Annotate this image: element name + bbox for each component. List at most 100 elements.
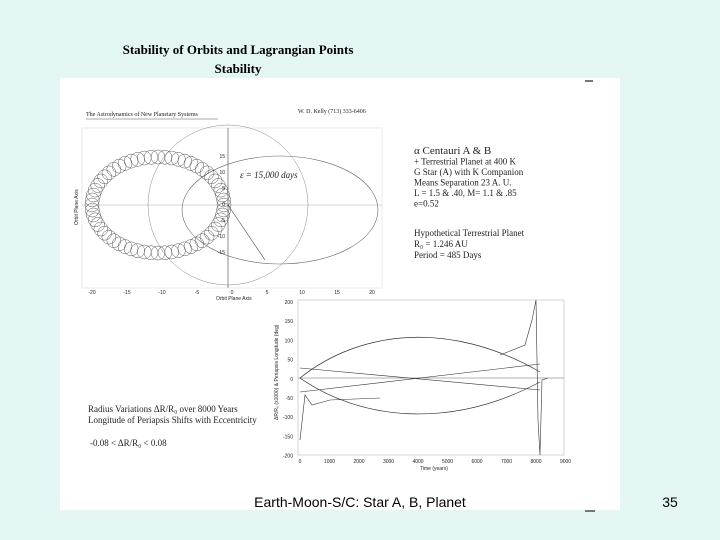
plot-frame [297,299,565,456]
scan-edge [585,80,593,82]
ring [199,229,215,245]
x-tick-label: 7000 [501,459,512,465]
ring [97,225,112,241]
scanned-figure: The Astrodynamics of New Planetary Syste… [60,78,620,510]
y-label: Orbit Plane Axis [74,189,80,225]
x-tick-label: 2000 [353,459,364,465]
planet-text: R₀ = 1.246 AU [414,239,468,249]
ring [211,178,226,193]
x-label: Time (years) [420,466,448,472]
y-tick-label: -10 [218,234,225,240]
ring [183,156,199,171]
ring [93,221,109,237]
ring [106,162,122,177]
curve [299,336,541,379]
orbit-rings [84,149,232,261]
system-text: α Centauri A & B [414,145,491,157]
ring [84,197,100,213]
system-text: G Star (A) with K Companion [414,167,524,177]
ring [117,156,133,171]
system-text: Means Separation 23 A. U. [414,178,511,188]
x-tick-label: 1000 [324,459,335,465]
circle [147,124,309,286]
ring [86,207,101,223]
x-tick-label: -5 [195,290,200,296]
x-tick-label: -10 [158,290,165,296]
ring [93,173,109,189]
ring [216,192,231,208]
figure: The Astrodynamics of New Planetary Syste… [74,108,571,472]
x-tick-label: -15 [123,290,130,296]
ring [85,192,100,208]
x-tick-label: 20 [369,290,375,296]
scan-edge [585,510,595,512]
y-tick-label: -15 [218,250,225,256]
ring [97,169,112,185]
scan-author: W. D. Kelly (713) 333-6406 [298,108,366,115]
ring [85,202,100,218]
ring [194,162,210,177]
ring [86,187,101,203]
y-label: ΔR/R₀ (x1000) & Periapsis Longitude (deg… [274,324,280,420]
x-tick-label: 10 [299,290,305,296]
y-tick-label: -5 [221,218,226,224]
page-number: 35 [662,494,678,510]
x-tick-label: 6000 [471,459,482,465]
curve [299,367,541,391]
ring [215,187,230,203]
y-tick-label: 5 [222,186,225,192]
radius-line [227,204,266,261]
ring [204,225,219,241]
ring [213,212,229,228]
y-tick-label: -100 [283,415,293,421]
ring [216,202,231,218]
ring [207,221,223,237]
system-text: e=0.52 [414,199,439,209]
slide-title: Stability of Orbits and Lagrangian Point… [60,40,416,78]
ring [90,178,105,193]
x-tick-label: 15 [334,290,340,296]
ring [106,233,122,248]
variation-text: Radius Variations ΔR/R₀ over 8000 Years [88,404,238,414]
ring [183,239,199,254]
curve [299,363,541,393]
y-tick-label: -50 [286,396,293,402]
x-tick-label: 0 [299,459,302,465]
x-tick-label: 5 [266,290,269,296]
subtitle: Stability [214,61,262,76]
y-tick-label: 100 [285,338,294,344]
ring [87,182,103,198]
ring [111,236,127,252]
system-text: L = 1.5 & .40, M= 1.1 & .85 [414,188,517,198]
y-tick-label: 0 [290,377,293,383]
x-tick-label: 9000 [560,459,571,465]
orbit-annotation: ε = 15,000 days [240,170,298,180]
ring [204,169,219,185]
orbit [181,155,379,265]
plot-frame [81,127,383,289]
x-tick-label: 4000 [412,459,423,465]
planet-text: Period = 485 Days [414,250,482,260]
y-tick-label: 10 [219,170,225,176]
x-tick-label: 8000 [530,459,541,465]
scan-header: The Astrodynamics of New Planetary Syste… [86,111,198,118]
y-tick-label: 15 [219,154,225,160]
system-text: + Terrestrial Planet at 400 K [414,157,517,167]
footer: Earth-Moon-S/C: Star A, B, Planet [254,494,466,510]
ring [189,158,205,174]
curve [299,299,549,456]
variation-text: -0.08 < ΔR/R₀ < 0.08 [90,438,167,448]
ring [101,229,117,245]
x-tick-label: 0 [231,290,234,296]
ring [207,173,223,189]
y-tick-label: 50 [287,358,293,364]
title: Stability of Orbits and Lagrangian Point… [122,42,354,57]
ring [194,233,210,248]
y-tick-label: -200 [283,454,293,460]
y-tick-label: -150 [283,434,293,440]
x-tick-label: 3000 [383,459,394,465]
y-tick-label: 150 [285,319,294,325]
x-tick-label: -20 [88,290,95,296]
ring [199,165,215,181]
